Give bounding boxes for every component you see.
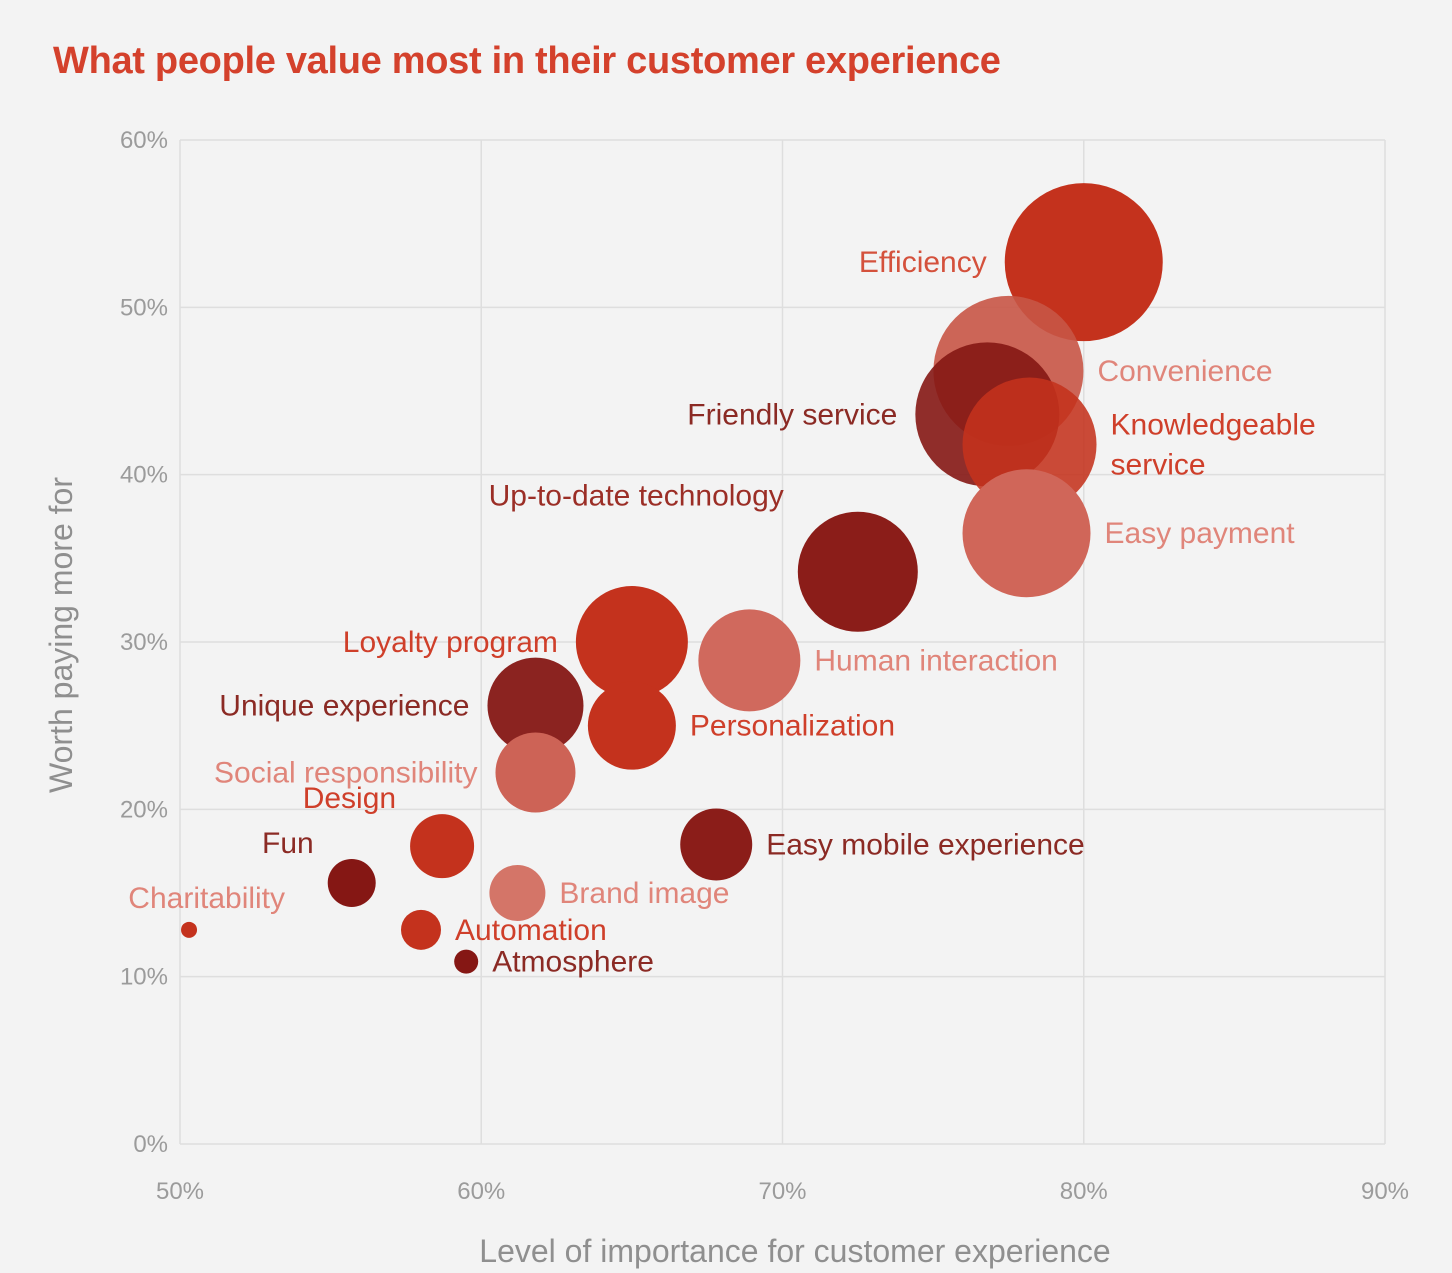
bubble-loyalty-program xyxy=(575,586,688,698)
label-personalization: Personalization xyxy=(690,710,895,743)
label-charitability: Charitability xyxy=(128,882,285,915)
label-human-interaction: Human interaction xyxy=(814,644,1057,677)
bubble-automation xyxy=(401,909,441,950)
label-knowledgeable-service: Knowledgeable service xyxy=(1111,409,1316,482)
bubble-human-interaction xyxy=(698,609,801,712)
label-efficiency: Efficiency xyxy=(859,246,987,279)
y-tick-label: 50% xyxy=(120,294,168,321)
x-tick-label: 70% xyxy=(758,1178,806,1205)
label-convenience: Convenience xyxy=(1097,355,1272,388)
label-design: Design xyxy=(303,782,396,815)
label-fun: Fun xyxy=(262,827,314,860)
bubble-brand-image xyxy=(489,865,546,921)
bubble-efficiency xyxy=(1004,183,1163,342)
label-brand-image: Brand image xyxy=(559,877,729,910)
bubble-easy-mobile-experience xyxy=(680,808,753,881)
x-axis-title: Level of importance for customer experie… xyxy=(479,1233,1110,1269)
bubble-unique-experience xyxy=(487,657,584,754)
bubble-design xyxy=(410,814,475,879)
label-atmosphere: Atmosphere xyxy=(492,946,654,979)
y-tick-label: 10% xyxy=(120,964,168,991)
chart-title: What people value most in their customer… xyxy=(53,40,1001,82)
y-tick-label: 30% xyxy=(120,629,168,656)
label-automation: Automation xyxy=(455,914,607,947)
bubble-personalization xyxy=(587,681,676,770)
y-tick-label: 20% xyxy=(120,796,168,823)
x-tick-label: 60% xyxy=(457,1178,505,1205)
bubble-fun xyxy=(327,858,376,907)
label-easy-payment: Easy payment xyxy=(1105,517,1296,550)
x-tick-label: 50% xyxy=(156,1178,204,1205)
bubble-easy-payment xyxy=(962,469,1091,598)
bubble-charitability xyxy=(181,921,198,938)
bubbles xyxy=(181,183,1163,974)
bubble-labels: Efficiency Convenience Friendly service Kno… xyxy=(128,246,1315,978)
axis-ticks: 0% 10% 20% 30% 40% 50% 60% 50% 60% 70% 80% 90% xyxy=(120,127,1409,1205)
bubble-up-to-date-technology xyxy=(797,511,918,632)
bubble-atmosphere xyxy=(454,949,479,974)
x-tick-label: 90% xyxy=(1361,1178,1409,1205)
label-unique-experience: Unique experience xyxy=(219,690,469,723)
x-tick-label: 80% xyxy=(1060,1178,1108,1205)
label-loyalty-program: Loyalty program xyxy=(343,626,558,659)
label-up-to-date-technology: Up-to-date technology xyxy=(489,480,784,513)
y-tick-label: 60% xyxy=(120,127,168,154)
bubble-social-responsibility xyxy=(495,732,576,813)
y-tick-label: 0% xyxy=(133,1131,168,1158)
y-tick-label: 40% xyxy=(120,462,168,489)
label-friendly-service: Friendly service xyxy=(687,398,897,431)
label-easy-mobile-experience: Easy mobile experience xyxy=(766,828,1085,861)
y-axis-title: Worth paying more for xyxy=(43,477,79,793)
label-social-responsibility: Social responsibility xyxy=(214,757,477,790)
